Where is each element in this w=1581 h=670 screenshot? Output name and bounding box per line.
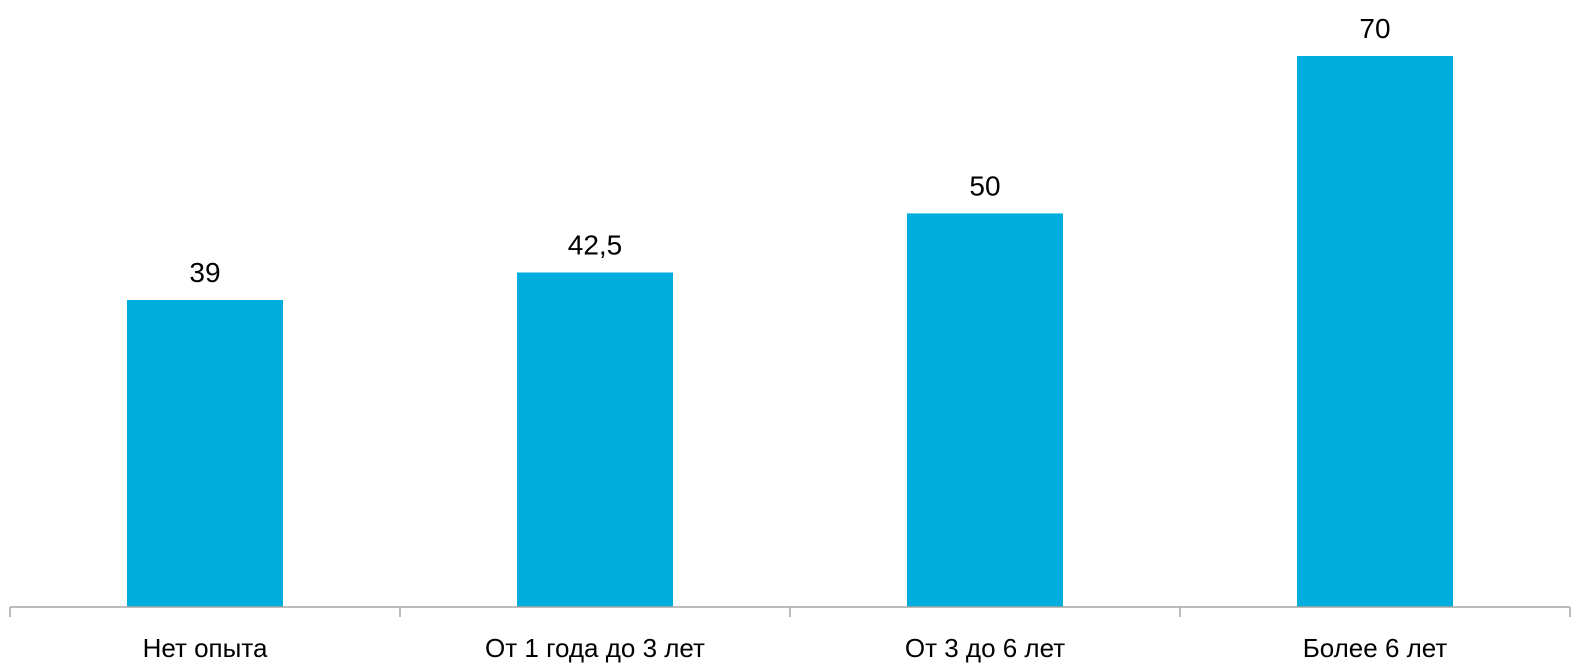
x-tick-label-4: Более 6 лет: [1303, 633, 1448, 663]
x-tick-label-1: Нет опыта: [143, 633, 268, 663]
data-label-4: 70: [1359, 13, 1390, 44]
x-tick-label-3: От 3 до 6 лет: [905, 633, 1065, 663]
bar-4: [1297, 56, 1453, 607]
x-tick-label-2: От 1 года до 3 лет: [485, 633, 705, 663]
bar-2: [517, 272, 673, 607]
bars-layer: [127, 56, 1453, 607]
data-label-2: 42,5: [568, 230, 623, 261]
x-tick-labels-layer: Нет опыта От 1 года до 3 лет От 3 до 6 лет…: [143, 633, 1448, 663]
data-label-1: 39: [189, 257, 220, 288]
x-axis: [9, 606, 1571, 617]
data-label-3: 50: [969, 170, 1000, 201]
data-labels-layer: 39 42,5 50 70: [189, 13, 1390, 288]
bar-1: [127, 300, 283, 607]
bar-3: [907, 213, 1063, 607]
